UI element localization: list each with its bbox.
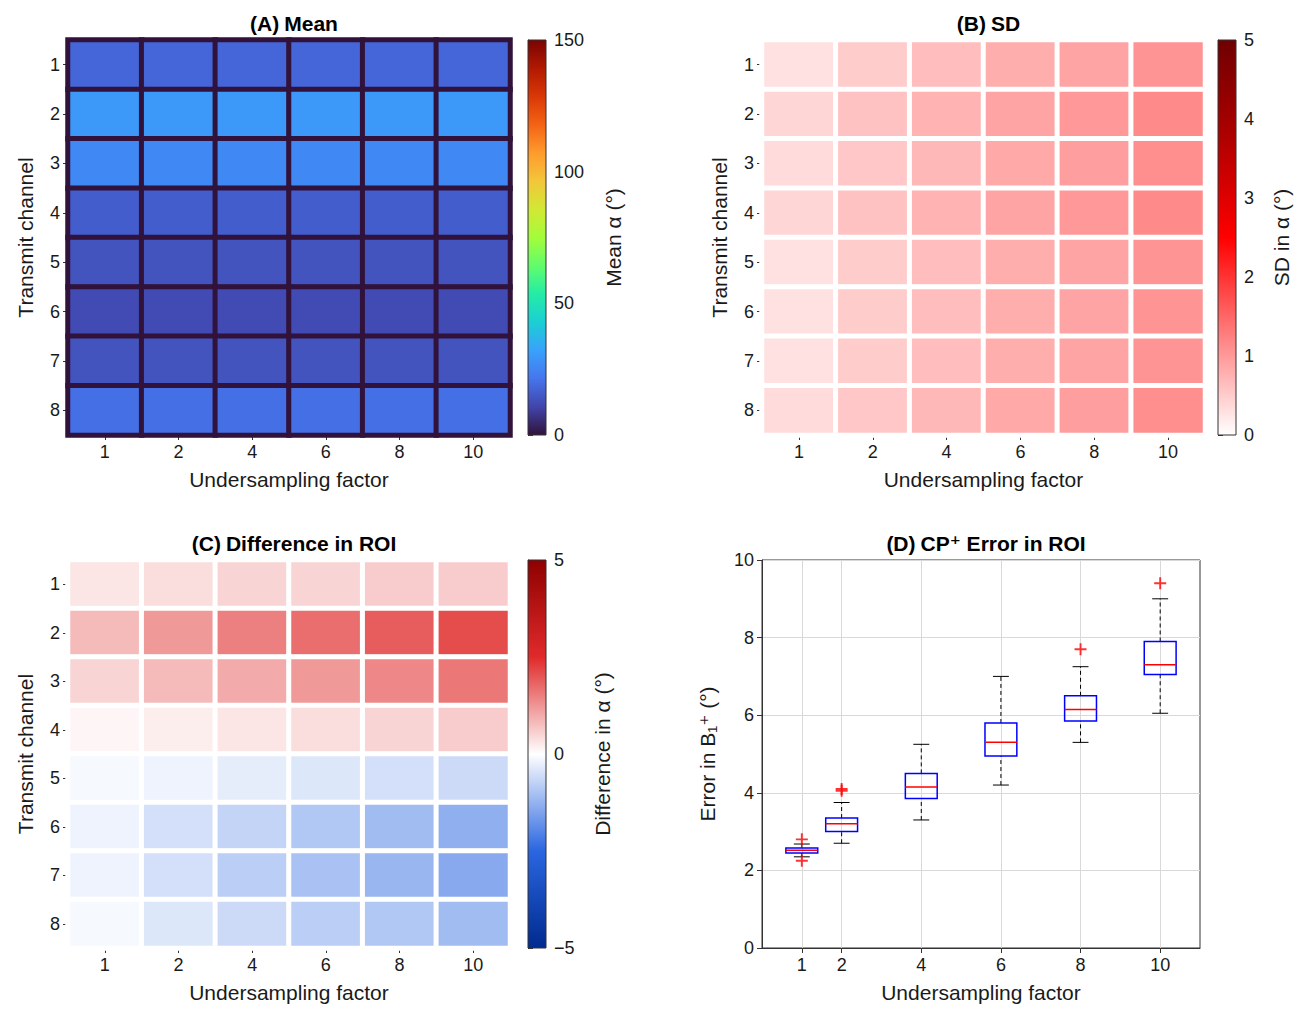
svg-text:Transmit channel: Transmit channel [14,157,37,317]
svg-text:4: 4 [50,720,60,740]
svg-text:6: 6 [996,955,1006,975]
svg-text:6: 6 [321,955,331,975]
svg-text:8: 8 [394,955,404,975]
svg-text:5: 5 [50,768,60,788]
svg-text:Undersampling factor: Undersampling factor [881,981,1081,1004]
svg-text:Undersampling factor: Undersampling factor [884,468,1084,491]
svg-text:0: 0 [1244,425,1254,445]
svg-text:0: 0 [554,744,564,764]
svg-text:10: 10 [463,442,483,462]
svg-text:(A): (A) [250,12,279,35]
svg-text:(C): (C) [192,532,221,555]
svg-text:Mean α (°): Mean α (°) [602,188,625,287]
svg-text:8: 8 [744,628,754,648]
svg-text:2: 2 [837,955,847,975]
svg-text:4: 4 [1244,109,1254,129]
svg-text:1: 1 [794,442,804,462]
svg-text:1: 1 [100,955,110,975]
svg-text:4: 4 [916,955,926,975]
svg-text:4: 4 [50,203,60,223]
svg-text:2: 2 [173,955,183,975]
svg-text:2: 2 [50,623,60,643]
svg-text:1: 1 [1244,346,1254,366]
svg-text:1: 1 [50,574,60,594]
svg-text:10: 10 [1158,442,1178,462]
svg-text:1: 1 [744,55,754,75]
svg-text:6: 6 [744,302,754,322]
svg-text:3: 3 [1244,188,1254,208]
svg-text:8: 8 [1089,442,1099,462]
svg-text:7: 7 [50,865,60,885]
svg-text:2: 2 [744,860,754,880]
svg-text:50: 50 [554,293,574,313]
svg-text:10: 10 [734,550,754,570]
svg-text:8: 8 [50,400,60,420]
svg-text:4: 4 [247,442,257,462]
svg-text:6: 6 [50,302,60,322]
svg-text:1: 1 [797,955,807,975]
svg-text:10: 10 [463,955,483,975]
svg-text:(D): (D) [886,532,915,555]
svg-text:7: 7 [744,351,754,371]
svg-text:−5: −5 [554,938,575,958]
svg-text:0: 0 [554,425,564,445]
svg-text:2: 2 [744,104,754,124]
svg-text:SD: SD [991,12,1020,35]
svg-text:(B): (B) [957,12,986,35]
svg-text:Transmit channel: Transmit channel [708,157,731,317]
svg-text:8: 8 [1076,955,1086,975]
svg-text:5: 5 [1244,30,1254,50]
svg-text:0: 0 [744,938,754,958]
svg-text:2: 2 [868,442,878,462]
svg-text:3: 3 [50,671,60,691]
svg-text:6: 6 [50,817,60,837]
svg-text:Mean: Mean [284,12,338,35]
svg-text:1: 1 [50,55,60,75]
svg-text:10: 10 [1150,955,1170,975]
svg-text:Transmit channel: Transmit channel [14,674,37,834]
svg-text:6: 6 [744,705,754,725]
svg-text:3: 3 [744,153,754,173]
svg-text:4: 4 [744,783,754,803]
svg-text:6: 6 [321,442,331,462]
svg-text:2: 2 [1244,267,1254,287]
svg-text:7: 7 [50,351,60,371]
svg-text:4: 4 [942,442,952,462]
svg-text:8: 8 [50,914,60,934]
svg-text:Difference in α (°): Difference in α (°) [591,672,614,836]
svg-text:5: 5 [50,252,60,272]
svg-text:6: 6 [1015,442,1025,462]
svg-text:Error in B₁⁺ (°): Error in B₁⁺ (°) [696,686,719,821]
svg-text:150: 150 [554,30,584,50]
svg-text:Undersampling factor: Undersampling factor [189,468,389,491]
svg-text:5: 5 [554,550,564,570]
svg-text:2: 2 [50,104,60,124]
svg-text:5: 5 [744,252,754,272]
svg-text:4: 4 [744,203,754,223]
svg-text:8: 8 [394,442,404,462]
svg-text:1: 1 [100,442,110,462]
svg-text:CP⁺ Error in ROI: CP⁺ Error in ROI [921,532,1086,555]
svg-text:100: 100 [554,162,584,182]
svg-text:4: 4 [247,955,257,975]
svg-text:Undersampling factor: Undersampling factor [189,981,389,1004]
svg-text:2: 2 [173,442,183,462]
svg-text:3: 3 [50,153,60,173]
svg-text:SD in α (°): SD in α (°) [1270,189,1293,287]
svg-text:8: 8 [744,400,754,420]
svg-text:Difference in ROI: Difference in ROI [226,532,396,555]
